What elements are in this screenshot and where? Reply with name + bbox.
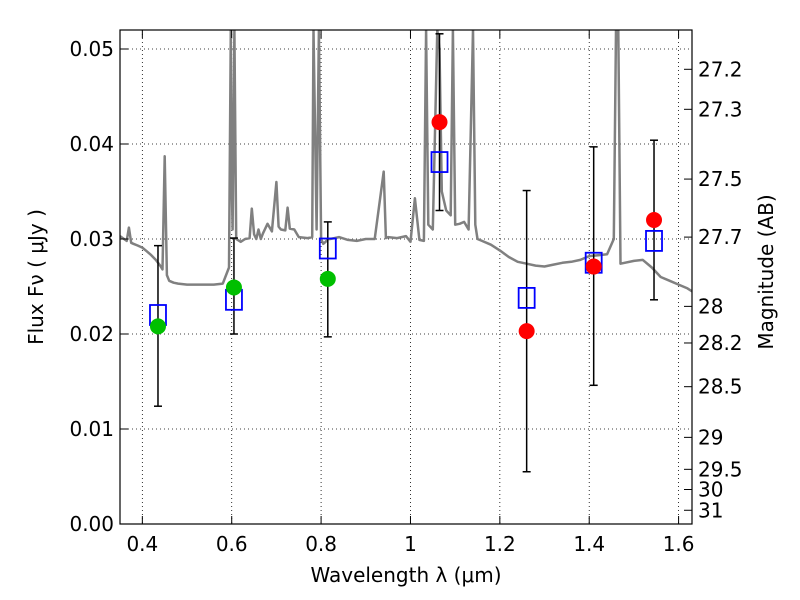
y-tick-label: 0.05 <box>69 37 114 61</box>
model-square-point <box>318 237 337 260</box>
y2-tick-label: 27.7 <box>698 225 743 249</box>
y-tick-label: 0.03 <box>69 227 114 251</box>
y2-tick-label: 29.5 <box>698 457 743 481</box>
y-tick-label: 0.01 <box>69 417 114 441</box>
y2-tick-label: 27.5 <box>698 167 743 191</box>
axis-ticks <box>120 30 692 525</box>
x-tick-label: 1.4 <box>573 532 605 556</box>
y2-tick-label: 28.5 <box>698 375 743 399</box>
y2-tick-label: 30 <box>698 478 723 502</box>
observed-point <box>585 258 602 275</box>
y-axis-label: Flux Fν ( μJy ) <box>24 209 48 345</box>
observed-point <box>149 318 166 335</box>
plot-frame <box>119 29 693 525</box>
model-square-point <box>430 151 449 173</box>
y2-tick-label: 28 <box>698 294 723 318</box>
model-square-point <box>645 229 663 252</box>
x-tick-label: 0.6 <box>216 532 248 556</box>
x-tick-label: 1 <box>404 532 417 556</box>
grid <box>120 30 692 525</box>
observed-point <box>431 114 448 131</box>
y2-tick-label: 27.2 <box>698 57 743 81</box>
x-tick-label: 1.6 <box>663 532 695 556</box>
y-tick-label: 0.00 <box>69 512 114 536</box>
y2-tick-label: 28.2 <box>698 331 743 355</box>
observed-point <box>225 279 242 296</box>
tick-labels: 0.4 0.6 0.8 1 1.2 1.4 1.6 0.00 0.01 0.02 0.03 0.04 0… <box>69 37 742 556</box>
y-tick-label: 0.02 <box>69 322 114 346</box>
y2-tick-label: 31 <box>698 498 723 522</box>
data-markers <box>149 114 663 340</box>
template-spectrum <box>120 30 692 293</box>
x-tick-label: 0.4 <box>126 532 158 556</box>
spectrum-line <box>120 30 692 293</box>
y-tick-label: 0.04 <box>69 132 114 156</box>
x-tick-label: 1.2 <box>484 532 516 556</box>
y2-tick-label: 29 <box>698 425 723 449</box>
y2-tick-label: 27.3 <box>698 97 743 121</box>
observed-point <box>319 270 336 287</box>
y2-axis-label: Magnitude (AB) <box>754 194 778 349</box>
x-axis-label: Wavelength λ (μm) <box>310 563 501 587</box>
x-tick-label: 0.8 <box>305 532 337 556</box>
model-square-point <box>517 286 536 309</box>
observed-point <box>646 212 663 228</box>
observed-point <box>518 323 535 340</box>
